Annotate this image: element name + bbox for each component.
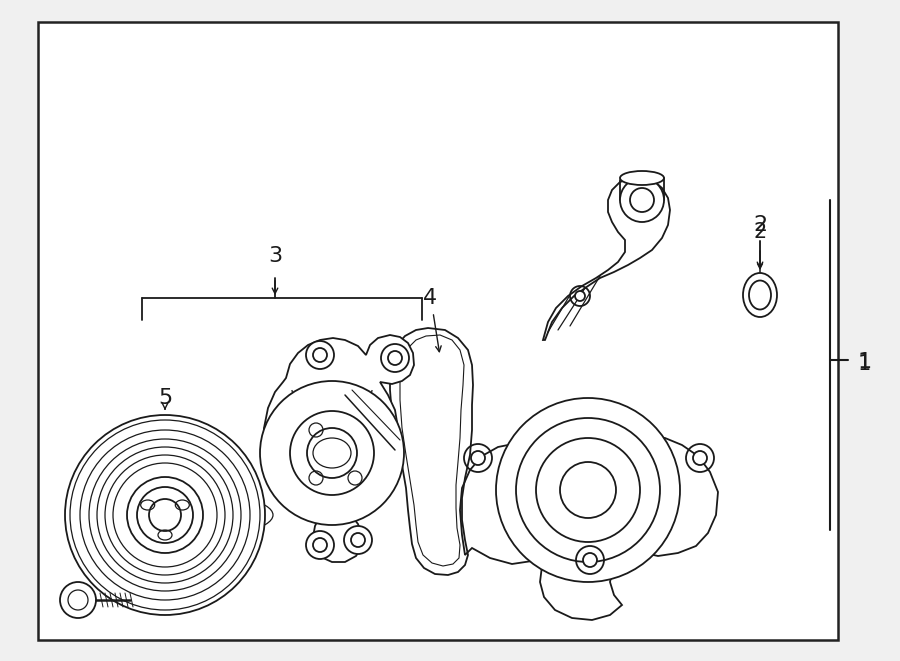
Text: 3: 3 xyxy=(268,246,282,266)
Ellipse shape xyxy=(620,171,664,185)
Circle shape xyxy=(620,178,664,222)
Circle shape xyxy=(575,291,585,301)
Ellipse shape xyxy=(743,273,777,317)
Circle shape xyxy=(127,477,203,553)
Circle shape xyxy=(693,451,707,465)
FancyBboxPatch shape xyxy=(38,22,838,640)
Circle shape xyxy=(471,451,485,465)
Circle shape xyxy=(381,344,409,372)
Text: 4: 4 xyxy=(423,288,437,308)
Ellipse shape xyxy=(749,280,771,309)
Polygon shape xyxy=(263,335,414,562)
Circle shape xyxy=(65,415,265,615)
Text: 2: 2 xyxy=(753,215,767,235)
Text: 1: 1 xyxy=(858,354,871,374)
Text: 1: 1 xyxy=(858,352,872,372)
Circle shape xyxy=(344,526,372,554)
Circle shape xyxy=(306,531,334,559)
Polygon shape xyxy=(543,178,670,340)
Circle shape xyxy=(260,381,404,525)
Polygon shape xyxy=(460,435,718,620)
Text: 5: 5 xyxy=(158,388,172,408)
Circle shape xyxy=(496,398,680,582)
Text: 2: 2 xyxy=(753,222,767,242)
Circle shape xyxy=(60,582,96,618)
Circle shape xyxy=(306,341,334,369)
Circle shape xyxy=(583,553,597,567)
